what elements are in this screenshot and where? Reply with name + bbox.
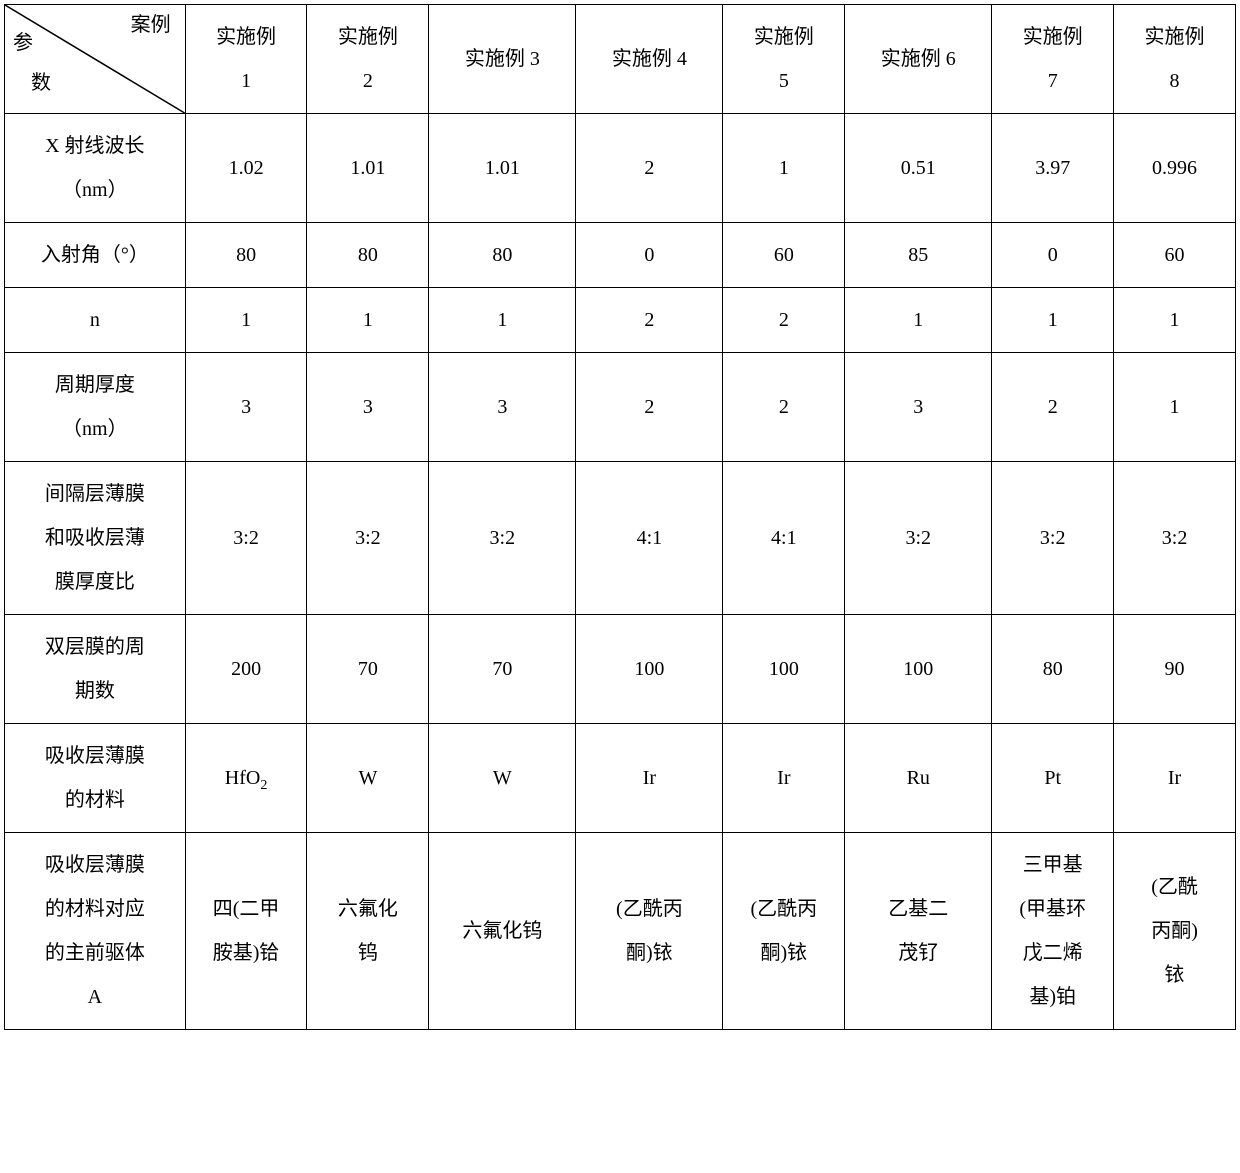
table-cell: 1.01 — [307, 114, 429, 223]
column-header: 实施例5 — [723, 5, 845, 114]
table-cell: 85 — [845, 223, 992, 288]
table-cell: 70 — [307, 615, 429, 724]
column-header: 实施例2 — [307, 5, 429, 114]
table-cell: 80 — [185, 223, 307, 288]
table-cell: 0 — [992, 223, 1114, 288]
column-header: 实施例 3 — [429, 5, 576, 114]
table-cell: 4:1 — [723, 462, 845, 615]
table-cell: 80 — [307, 223, 429, 288]
row-label: X 射线波长（nm） — [5, 114, 186, 223]
row-label: n — [5, 288, 186, 353]
row-label: 吸收层薄膜的材料对应的主前驱体A — [5, 833, 186, 1030]
table-body: X 射线波长（nm）1.021.011.01210.513.970.996入射角… — [5, 114, 1236, 1030]
table-cell: 0.51 — [845, 114, 992, 223]
table-cell: Ir — [723, 724, 845, 833]
table-row: 吸收层薄膜的材料HfO2WWIrIrRuPtIr — [5, 724, 1236, 833]
table-cell: 3:2 — [185, 462, 307, 615]
table-cell: 80 — [992, 615, 1114, 724]
table-cell: 3 — [307, 353, 429, 462]
diagonal-header-cell: 案例 参 数 — [5, 5, 186, 114]
table-row: 间隔层薄膜和吸收层薄膜厚度比3:23:23:24:14:13:23:23:2 — [5, 462, 1236, 615]
table-cell: 3 — [185, 353, 307, 462]
table-row: 双层膜的周期数20070701001001008090 — [5, 615, 1236, 724]
table-cell: 2 — [723, 353, 845, 462]
table-cell: 1.01 — [429, 114, 576, 223]
table-cell: 3 — [845, 353, 992, 462]
diag-header-bottom: 参 数 — [13, 23, 51, 103]
table-cell: 3:2 — [1114, 462, 1236, 615]
table-row: X 射线波长（nm）1.021.011.01210.513.970.996 — [5, 114, 1236, 223]
table-cell: 2 — [992, 353, 1114, 462]
row-label: 双层膜的周期数 — [5, 615, 186, 724]
table-cell: W — [307, 724, 429, 833]
column-header: 实施例1 — [185, 5, 307, 114]
table-cell: 3 — [429, 353, 576, 462]
row-label: 入射角（°） — [5, 223, 186, 288]
table-cell: 1 — [1114, 288, 1236, 353]
table-cell: (乙酰丙酮)铱 — [576, 833, 723, 1030]
table-cell: (乙酰丙酮)铱 — [1114, 833, 1236, 1030]
table-header: 案例 参 数 实施例1实施例2实施例 3实施例 4实施例5实施例 6实施例7实施… — [5, 5, 1236, 114]
table-cell: 100 — [723, 615, 845, 724]
parameters-table: 案例 参 数 实施例1实施例2实施例 3实施例 4实施例5实施例 6实施例7实施… — [4, 4, 1236, 1030]
row-label: 周期厚度（nm） — [5, 353, 186, 462]
table-row: 周期厚度（nm）33322321 — [5, 353, 1236, 462]
table-row: 入射角（°）80808006085060 — [5, 223, 1236, 288]
table-cell: 4:1 — [576, 462, 723, 615]
table-cell: 四(二甲胺基)铪 — [185, 833, 307, 1030]
table-cell: 1.02 — [185, 114, 307, 223]
table-cell: 2 — [723, 288, 845, 353]
table-cell: 六氟化钨 — [307, 833, 429, 1030]
table-cell: 2 — [576, 288, 723, 353]
table-cell: 1 — [845, 288, 992, 353]
table-cell: Ir — [1114, 724, 1236, 833]
table-cell: HfO2 — [185, 724, 307, 833]
table-cell: 70 — [429, 615, 576, 724]
table-cell: 1 — [992, 288, 1114, 353]
table-cell: 1 — [429, 288, 576, 353]
table-cell: 0 — [576, 223, 723, 288]
table-cell: 60 — [723, 223, 845, 288]
column-header: 实施例 4 — [576, 5, 723, 114]
table-cell: 1 — [307, 288, 429, 353]
table-cell: Pt — [992, 724, 1114, 833]
table-cell: 3:2 — [845, 462, 992, 615]
row-label: 吸收层薄膜的材料 — [5, 724, 186, 833]
column-header: 实施例8 — [1114, 5, 1236, 114]
row-label: 间隔层薄膜和吸收层薄膜厚度比 — [5, 462, 186, 615]
table-cell: 2 — [576, 114, 723, 223]
table-cell: 六氟化钨 — [429, 833, 576, 1030]
table-cell: 90 — [1114, 615, 1236, 724]
table-row: 吸收层薄膜的材料对应的主前驱体A四(二甲胺基)铪六氟化钨六氟化钨(乙酰丙酮)铱(… — [5, 833, 1236, 1030]
table-cell: 三甲基(甲基环戊二烯基)铂 — [992, 833, 1114, 1030]
column-header: 实施例 6 — [845, 5, 992, 114]
table-cell: 3:2 — [307, 462, 429, 615]
table-cell: 60 — [1114, 223, 1236, 288]
table-cell: 100 — [845, 615, 992, 724]
table-cell: (乙酰丙酮)铱 — [723, 833, 845, 1030]
table-cell: 80 — [429, 223, 576, 288]
table-cell: 乙基二茂钌 — [845, 833, 992, 1030]
table-row: n11122111 — [5, 288, 1236, 353]
table-cell: Ru — [845, 724, 992, 833]
diag-header-top: 案例 — [131, 11, 171, 39]
table-cell: 200 — [185, 615, 307, 724]
table-cell: 1 — [1114, 353, 1236, 462]
table-cell: 3:2 — [992, 462, 1114, 615]
table-cell: 0.996 — [1114, 114, 1236, 223]
table-cell: 1 — [185, 288, 307, 353]
table-cell: 1 — [723, 114, 845, 223]
table-cell: Ir — [576, 724, 723, 833]
table-cell: W — [429, 724, 576, 833]
table-cell: 2 — [576, 353, 723, 462]
table-cell: 3:2 — [429, 462, 576, 615]
table-cell: 3.97 — [992, 114, 1114, 223]
column-header: 实施例7 — [992, 5, 1114, 114]
table-cell: 100 — [576, 615, 723, 724]
